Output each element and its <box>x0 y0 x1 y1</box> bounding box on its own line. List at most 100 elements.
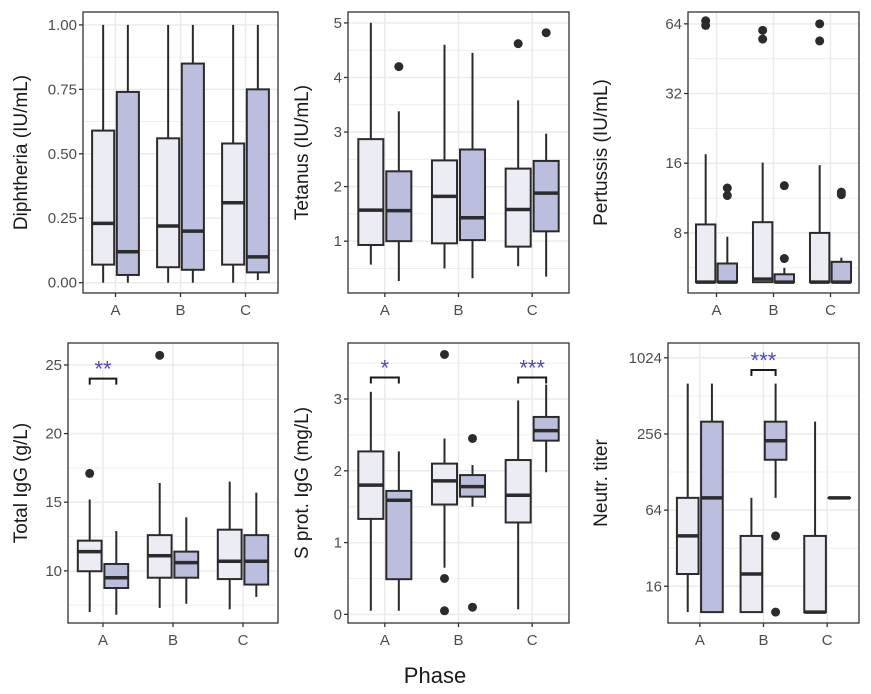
outlier-point <box>541 28 551 38</box>
significance-label: ** <box>94 357 112 382</box>
significance-bracket <box>369 376 400 384</box>
box-C-group1 <box>504 400 532 610</box>
x-tick-label: C <box>527 302 538 319</box>
outlier-point <box>815 19 825 29</box>
x-tick-label: C <box>527 632 538 649</box>
x-tick-label: B <box>175 302 185 319</box>
panel-2: 1 2 3 4 5 A B C Tetanus (IU/mL) <box>292 11 570 319</box>
box-B-group1 <box>146 350 173 608</box>
y-axis-title: Pertussis (IU/mL) <box>591 79 612 226</box>
y-tick-label: 16 <box>645 578 662 595</box>
box-iqr <box>115 90 140 276</box>
y-tick-label: 16 <box>665 155 682 172</box>
box-B-group2 <box>763 383 788 617</box>
y-tick-label: 20 <box>45 426 62 443</box>
box-A-group1 <box>694 16 717 284</box>
outlier-point <box>467 602 477 612</box>
outlier-point <box>771 531 781 541</box>
outlier-point <box>394 62 404 72</box>
x-tick-label: B <box>453 302 463 319</box>
box-B-group1 <box>430 349 459 616</box>
y-tick-label: 0 <box>334 606 342 623</box>
outlier-point <box>155 350 165 360</box>
y-tick-label: 3 <box>334 391 342 408</box>
box-A-group1 <box>357 391 385 611</box>
outlier-point <box>779 181 789 191</box>
outlier-point <box>836 187 846 197</box>
x-tick-label: B <box>453 632 463 649</box>
y-tick-label: 0.50 <box>48 146 77 163</box>
x-tick-label: A <box>711 302 721 319</box>
y-tick-label: 256 <box>637 426 662 443</box>
box-iqr <box>716 262 739 284</box>
panel-6: *** 16 64 256 1024 A B C Neutr. titer <box>591 342 860 649</box>
y-tick-label: 32 <box>665 86 682 103</box>
x-tick-label: C <box>238 632 249 649</box>
x-tick-label: A <box>380 632 390 649</box>
y-tick-label: 0.25 <box>48 210 77 227</box>
x-tick-label: C <box>240 302 251 319</box>
y-tick-label: 5 <box>334 15 342 32</box>
y-axis-title: Total IgG (g/L) <box>11 423 32 543</box>
y-tick-label: 1 <box>334 233 342 250</box>
significance-A: ** <box>88 357 118 385</box>
box-B-group2 <box>458 433 487 612</box>
significance-bracket <box>517 376 548 384</box>
box-iqr <box>357 138 385 246</box>
outlier-point <box>440 349 450 359</box>
x-tick-label: A <box>98 632 108 649</box>
box-A-group2 <box>103 531 130 615</box>
box-iqr <box>76 539 103 573</box>
y-tick-label: 25 <box>45 357 62 374</box>
box-B-group2 <box>458 52 487 279</box>
box-iqr <box>91 129 116 266</box>
y-axis-title: Diphtheria (IU/mL) <box>11 75 32 230</box>
y-tick-label: 3 <box>334 124 342 141</box>
y-tick-label: 1024 <box>629 350 662 367</box>
y-tick-label: 2 <box>334 463 342 480</box>
panel-1: 0.00 0.25 0.50 0.75 1.00 A B C Diphtheria (IU/mL… <box>11 11 279 319</box>
panel-3: 8 16 32 64 A B C Pertussis (IU/mL) <box>591 11 860 319</box>
outlier-point <box>513 39 523 49</box>
box-A-group2 <box>700 383 724 614</box>
box-iqr <box>830 260 853 284</box>
box-iqr <box>430 159 459 245</box>
y-axis-title: S prot. IgG (mg/L) <box>292 407 313 559</box>
outlier-point <box>771 607 781 617</box>
y-tick-label: 1.00 <box>48 17 77 34</box>
outlier-point <box>440 606 450 616</box>
significance-C: *** <box>517 355 548 384</box>
outlier-point <box>440 573 450 583</box>
y-tick-label: 1 <box>334 535 342 552</box>
box-C-group1 <box>808 19 831 284</box>
x-tick-label: B <box>168 632 178 649</box>
box-B-group1 <box>156 24 181 283</box>
y-tick-label: 15 <box>45 494 62 511</box>
box-C-group1 <box>504 39 532 267</box>
box-C-group2 <box>830 187 853 284</box>
box-A-group1 <box>357 22 385 265</box>
outlier-point <box>758 34 768 44</box>
box-iqr <box>751 221 774 284</box>
box-A-group1 <box>675 383 700 613</box>
x-tick-label: B <box>768 302 778 319</box>
box-iqr <box>808 231 831 284</box>
y-axis-title: Neutr. titer <box>591 439 612 527</box>
box-iqr <box>700 420 724 614</box>
box-C-group1 <box>216 481 243 610</box>
box-iqr <box>430 462 459 506</box>
box-iqr <box>532 159 560 233</box>
outlier-point <box>779 254 789 264</box>
x-tick-label: B <box>758 632 768 649</box>
box-A-group1 <box>76 468 103 613</box>
x-tick-label: C <box>825 302 836 319</box>
outlier-point <box>722 191 732 201</box>
outlier-point <box>758 25 768 35</box>
x-tick-label: A <box>695 632 705 649</box>
x-tick-label: C <box>822 632 833 649</box>
y-tick-label: 8 <box>674 225 682 242</box>
significance-bracket <box>88 377 118 385</box>
y-tick-label: 0.75 <box>48 81 77 98</box>
